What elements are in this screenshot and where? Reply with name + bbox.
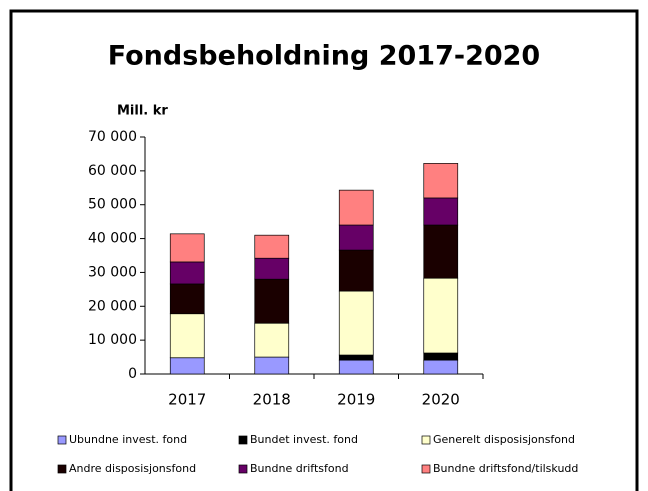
bar-segment [169,261,205,285]
bar-segment [254,234,290,259]
bar-segment [254,356,290,375]
legend-label: Generelt disposisjonsfond [433,433,575,446]
bar-segment [254,278,290,324]
legend-label: Bundne driftsfond [250,462,349,475]
y-tick-label: 0 [128,366,137,382]
y-tick-label: 10 000 [88,332,137,348]
legend-label: Bundet invest. fond [250,433,358,446]
bar-segment [423,352,459,361]
bar-segment [169,313,205,359]
x-tick-label: 2017 [168,391,206,409]
bar-segment [338,359,374,375]
y-tick-label: 50 000 [88,197,137,213]
legend-swatch [238,464,248,474]
legend-label: Bundne driftsfond/tilskudd [433,462,578,475]
bar-segment [338,290,374,356]
legend-swatch [57,435,67,445]
bar-segment [423,197,459,226]
chart-title: Fondsbeholdning 2017-2020 [108,41,540,72]
legend-swatch [238,435,248,445]
bar-segment [338,249,374,292]
legend-label: Andre disposisjonsfond [69,462,196,475]
bar-segment [423,163,459,199]
x-tick-label: 2018 [253,391,291,409]
x-tick-label: 2019 [337,391,375,409]
legend-swatch [421,435,431,445]
y-axis-label: Mill. kr [117,104,168,119]
y-tick-label: 60 000 [88,163,137,179]
bar-segment [338,189,374,226]
bar-segment [169,233,205,263]
x-tick-label: 2020 [422,391,460,409]
bar-segment [338,354,374,361]
legend-label: Ubundne invest. fond [69,433,187,446]
bar-segment [169,283,205,315]
y-tick-label: 70 000 [88,129,137,145]
legend-swatch [57,464,67,474]
y-tick-label: 40 000 [88,231,137,247]
bar-segment [169,357,205,375]
bar-segment [254,257,290,280]
bar-segment [338,224,374,251]
y-tick-label: 30 000 [88,264,137,280]
bar-segment [423,277,459,354]
bar-segment [254,322,290,358]
bar-segment [423,224,459,279]
legend-swatch [421,464,431,474]
y-tick-label: 20 000 [88,298,137,314]
frame [9,9,639,491]
bar-segment [423,359,459,375]
